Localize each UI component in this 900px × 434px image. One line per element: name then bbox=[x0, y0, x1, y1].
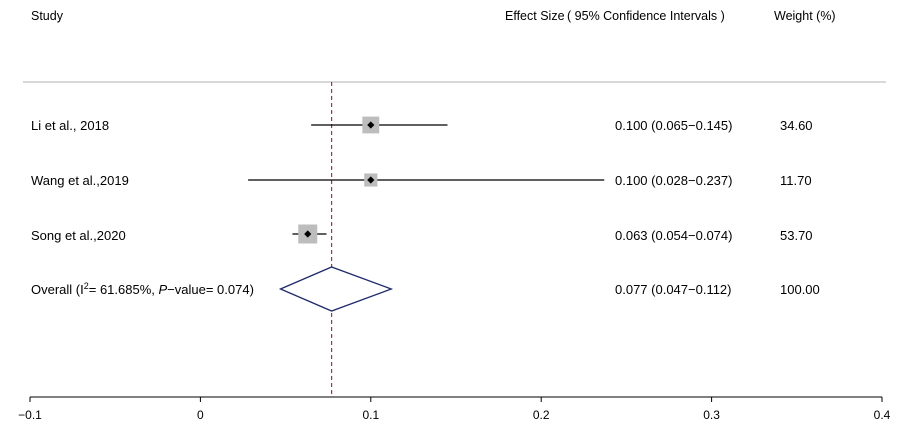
weight-overall: 100.00 bbox=[780, 282, 820, 297]
header-effect-size: Effect Size ( 95% Confidence Intervals ) bbox=[505, 9, 725, 23]
ci-text-overall: 0.077 (0.047−0.112) bbox=[615, 282, 732, 297]
weight-2: 53.70 bbox=[780, 228, 813, 243]
study-label-1: Wang et al.,2019 bbox=[31, 173, 129, 188]
x-tick-label-0: −0.1 bbox=[18, 408, 42, 422]
overall-label: Overall (I2= 61.685%, P−value= 0.074) bbox=[31, 281, 254, 297]
overall-diamond bbox=[278, 266, 394, 312]
weight-1: 11.70 bbox=[780, 173, 812, 188]
x-tick-label-3: 0.2 bbox=[533, 408, 550, 422]
header-weight: Weight (%) bbox=[774, 9, 836, 23]
ci-text-1: 0.100 (0.028−0.237) bbox=[615, 173, 732, 188]
header-study: Study bbox=[31, 9, 64, 23]
ci-text-2: 0.063 (0.054−0.074) bbox=[615, 228, 732, 243]
study-label-2: Song et al.,2020 bbox=[31, 228, 126, 243]
study-label-0: Li et al., 2018 bbox=[31, 118, 109, 133]
weight-0: 34.60 bbox=[780, 118, 813, 133]
x-tick-label-4: 0.3 bbox=[703, 408, 720, 422]
x-tick-label-2: 0.1 bbox=[362, 408, 379, 422]
point-estimate-0 bbox=[367, 121, 375, 129]
x-tick-label-5: 0.4 bbox=[874, 408, 891, 422]
x-tick-label-1: 0 bbox=[197, 408, 204, 422]
ci-text-0: 0.100 (0.065−0.145) bbox=[615, 118, 732, 133]
point-estimate-1 bbox=[367, 176, 375, 184]
point-estimate-2 bbox=[304, 230, 312, 238]
plot-marks: −0.1 0 0.1 0.2 0.3 0.4 bbox=[18, 82, 891, 422]
